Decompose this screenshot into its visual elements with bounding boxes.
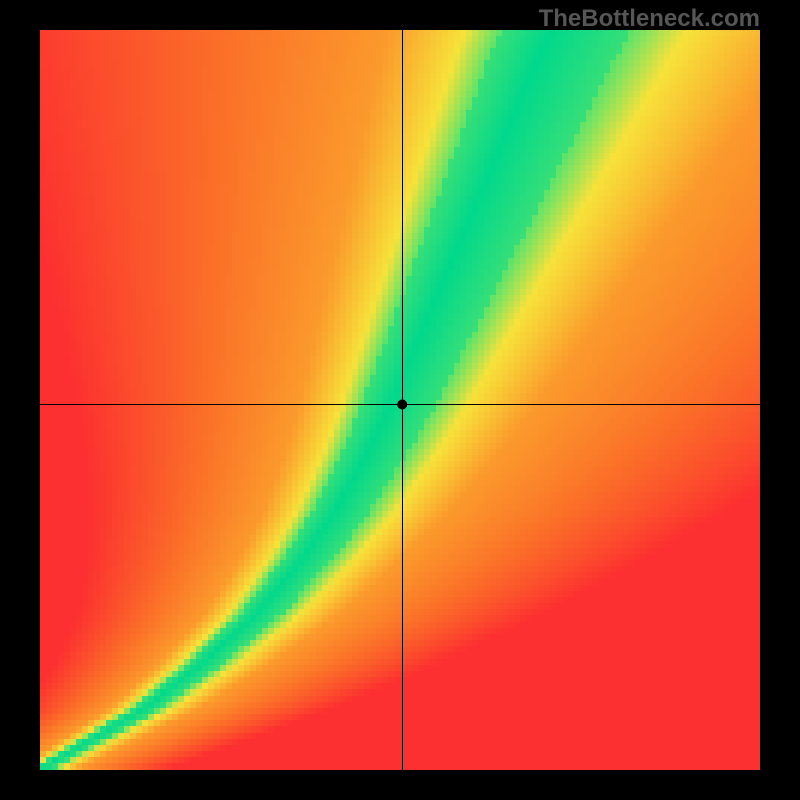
watermark-text: TheBottleneck.com [539,5,760,33]
heatmap-plot [40,30,760,770]
heatmap-canvas [40,30,760,770]
